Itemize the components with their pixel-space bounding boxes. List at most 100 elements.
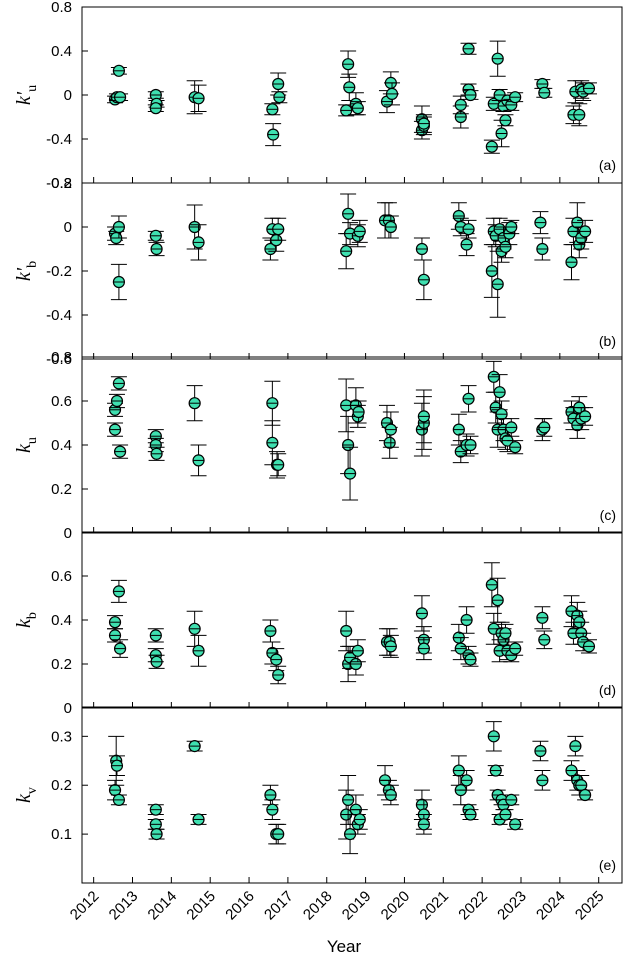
- data-point: [147, 88, 164, 102]
- x-tick-label: 2012: [67, 888, 103, 924]
- data-point: [110, 579, 127, 603]
- data-point: [503, 219, 520, 235]
- data-point: [415, 114, 432, 133]
- y-axis-label-sub: u: [25, 85, 40, 92]
- data-point: [264, 380, 281, 426]
- data-point: [534, 606, 551, 630]
- data-point: [190, 813, 207, 826]
- panel-1: -0.6 -0.4 -0.2 0 0.2 k'b (b): [13, 175, 623, 368]
- panel-4: 0.1 0.2 0.3 kv (e): [13, 706, 623, 884]
- y-tick-label: -0.4: [46, 131, 72, 148]
- y-tick-label: 0.8: [51, 0, 72, 16]
- data-point: [415, 259, 432, 301]
- data-point: [489, 40, 506, 77]
- y-tick-label: 0: [64, 525, 72, 542]
- data-point: [107, 422, 124, 437]
- y-tick-label: 0.8: [51, 349, 72, 366]
- data-point: [147, 803, 164, 816]
- x-tick-label: 2014: [145, 888, 181, 924]
- x-tick-label: 2017: [261, 888, 297, 924]
- data-point: [270, 453, 287, 477]
- panel-frame: [81, 706, 623, 884]
- y-tick-label: 0: [64, 700, 72, 717]
- data-point: [567, 735, 584, 757]
- data-point: [265, 123, 282, 147]
- data-point: [532, 211, 549, 235]
- data-point: [112, 444, 129, 459]
- data-point: [264, 799, 281, 820]
- data-point: [340, 50, 357, 78]
- data-point: [270, 217, 287, 241]
- x-tick-label: 2024: [533, 888, 569, 924]
- data-point: [497, 235, 514, 259]
- data-point: [342, 446, 359, 501]
- data-point: [340, 193, 357, 235]
- panel-3: 0 0.2 0.4 0.6 kb (d): [13, 531, 623, 717]
- y-tick-label: -0.8: [46, 175, 72, 192]
- y-axis-label-sub: b: [25, 261, 40, 268]
- data-point: [270, 72, 287, 96]
- y-axis-label-base: k: [13, 618, 35, 628]
- data-point: [487, 764, 504, 777]
- data-point: [381, 426, 398, 459]
- y-tick-label: -0.2: [46, 263, 72, 280]
- panel-0: -0.8 -0.4 0 0.4 0.8 k'u (a): [13, 0, 623, 192]
- data-point: [536, 86, 553, 99]
- data-point: [148, 654, 165, 669]
- data-point: [107, 615, 124, 630]
- x-tick-label: 2021: [417, 888, 453, 924]
- panel-tag: (c): [600, 507, 616, 523]
- panel-tag: (a): [599, 157, 616, 173]
- data-point: [571, 103, 588, 127]
- data-point: [270, 665, 287, 685]
- data-point: [349, 639, 366, 663]
- data-point: [536, 630, 553, 650]
- panel-2: 0 0.2 0.4 0.6 0.8 ku (c): [13, 349, 623, 542]
- data-point: [382, 634, 399, 658]
- panel-tag: (b): [599, 333, 616, 349]
- y-axis-label-base: k': [13, 91, 35, 105]
- data-point: [349, 101, 366, 116]
- data-point: [415, 389, 432, 444]
- data-point: [534, 770, 551, 791]
- y-tick-label: 0.6: [51, 393, 72, 410]
- data-point: [577, 788, 594, 802]
- y-axis-label-base: k: [13, 443, 35, 453]
- data-point: [262, 784, 279, 806]
- y-tick-label: 0.3: [51, 728, 72, 745]
- y-axis-label-base: k': [13, 267, 35, 281]
- data-point: [462, 88, 479, 102]
- y-tick-label: 0.4: [51, 612, 72, 629]
- y-axis-label-sub: b: [25, 612, 40, 619]
- data-point: [147, 102, 164, 115]
- data-point: [497, 114, 514, 127]
- data-point: [462, 808, 479, 821]
- y-axis-label: ku: [13, 437, 40, 453]
- data-point: [534, 237, 551, 261]
- data-point: [190, 84, 207, 112]
- data-point: [110, 215, 127, 239]
- data-point: [382, 411, 399, 448]
- x-tick-label: 2023: [494, 888, 530, 924]
- y-tick-label: 0.2: [51, 656, 72, 673]
- data-point: [338, 610, 355, 652]
- data-point: [507, 91, 524, 104]
- data-point: [108, 393, 125, 409]
- data-point: [112, 91, 129, 104]
- data-point: [350, 400, 367, 424]
- data-point: [580, 82, 597, 95]
- y-axis-label-sub: u: [25, 437, 40, 444]
- panel-tag: (d): [599, 682, 616, 698]
- y-tick-label: 0: [64, 219, 72, 236]
- y-axis-label-sub: v: [25, 787, 40, 794]
- data-point: [507, 440, 524, 455]
- data-point: [108, 755, 125, 776]
- data-point: [415, 814, 432, 835]
- x-tick-label: 2019: [339, 888, 375, 924]
- y-tick-label: 0: [64, 87, 72, 104]
- data-point: [110, 793, 127, 806]
- y-tick-label: 0.2: [51, 481, 72, 498]
- data-point: [489, 577, 506, 623]
- data-point: [382, 215, 399, 239]
- data-point: [384, 82, 401, 106]
